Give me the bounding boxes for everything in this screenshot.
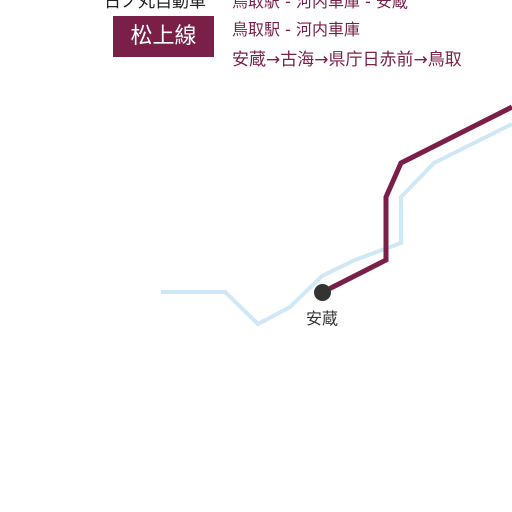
shojo-line-route bbox=[321, 104, 512, 295]
stop-name-label: 安蔵 bbox=[306, 309, 339, 328]
route-stop-sequence: 安蔵→古海→県庁日赤前→鳥取 bbox=[232, 50, 462, 70]
stop-marker[interactable] bbox=[314, 284, 331, 301]
adjacent-route-line bbox=[161, 122, 512, 327]
route-name-label: 松上線 bbox=[130, 23, 197, 49]
route-name-badge: 松上線 bbox=[113, 16, 214, 57]
route-segment-top: 鳥取駅 - 河内車庫 - 安蔵 bbox=[232, 0, 408, 11]
operator-name: 日ノ丸自動車 bbox=[104, 0, 206, 12]
route-segment-middle: 鳥取駅 - 河内車庫 bbox=[232, 20, 360, 39]
